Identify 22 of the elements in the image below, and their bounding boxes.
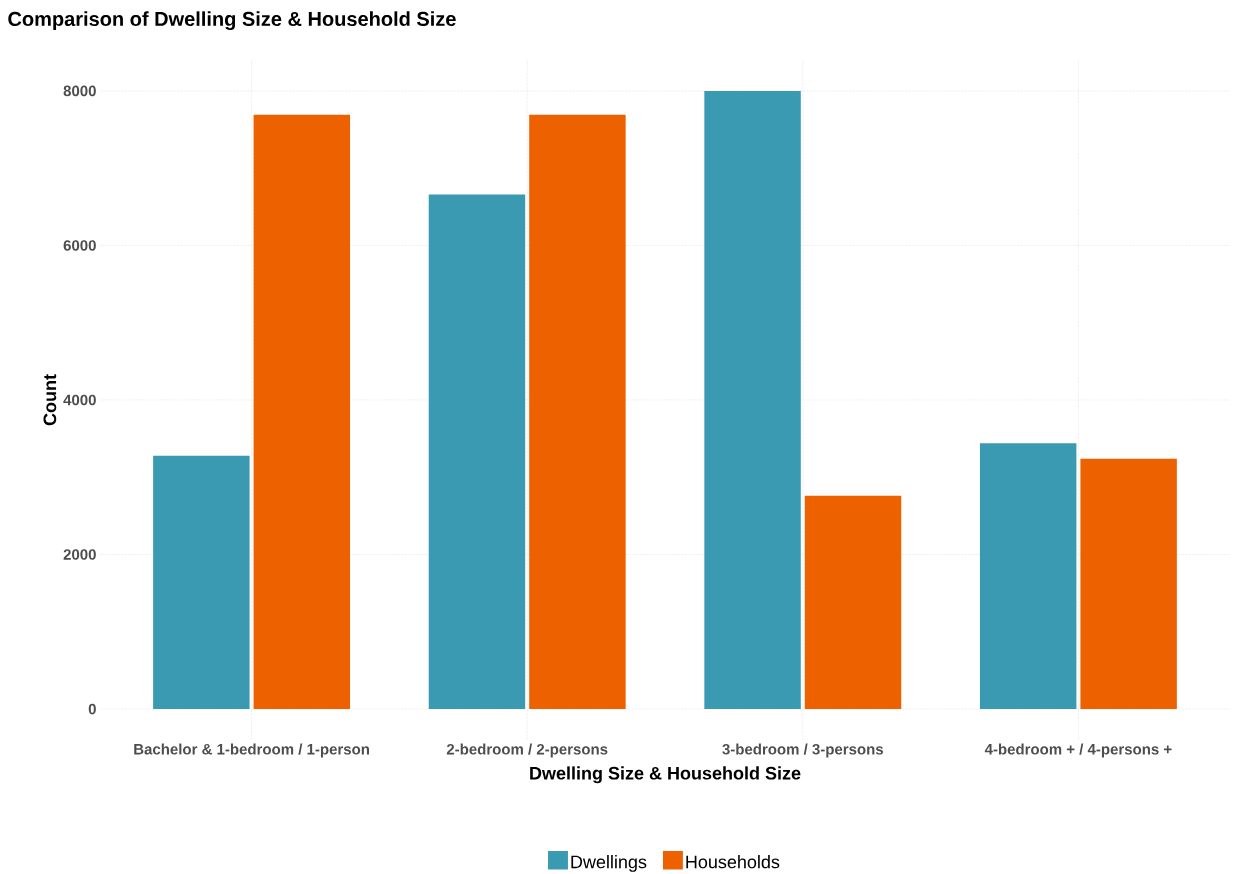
x-tick-label: 3-bedroom / 3-persons xyxy=(722,743,884,758)
bar xyxy=(979,443,1077,710)
legend-label: Dwellings xyxy=(571,855,647,873)
bar xyxy=(704,91,801,710)
bar xyxy=(1080,458,1177,710)
x-tick-label: 4-bedroom + / 4-persons + xyxy=(984,743,1172,758)
chart-title: Comparison of Dwelling Size & Household Size xyxy=(8,11,456,31)
legend-label: Households xyxy=(686,855,780,869)
bar xyxy=(804,495,902,710)
x-tick-label: Bachelor & 1-bedroom / 1-person xyxy=(134,743,369,758)
y-tick-label: 4000 xyxy=(63,394,96,406)
bar xyxy=(153,455,250,710)
x-tick-label: 2-bedroom / 2-persons xyxy=(446,743,608,758)
x-axis-title: Dwelling Size & Household Size xyxy=(530,766,801,784)
y-tick-label: 6000 xyxy=(63,240,96,251)
y-tick-label: 0 xyxy=(88,703,96,715)
bar xyxy=(253,115,351,710)
y-tick-label: 8000 xyxy=(63,85,96,97)
y-axis-title: Count xyxy=(43,374,57,426)
bar xyxy=(529,115,626,710)
y-tick-label: 2000 xyxy=(63,549,96,561)
bar xyxy=(428,194,526,710)
